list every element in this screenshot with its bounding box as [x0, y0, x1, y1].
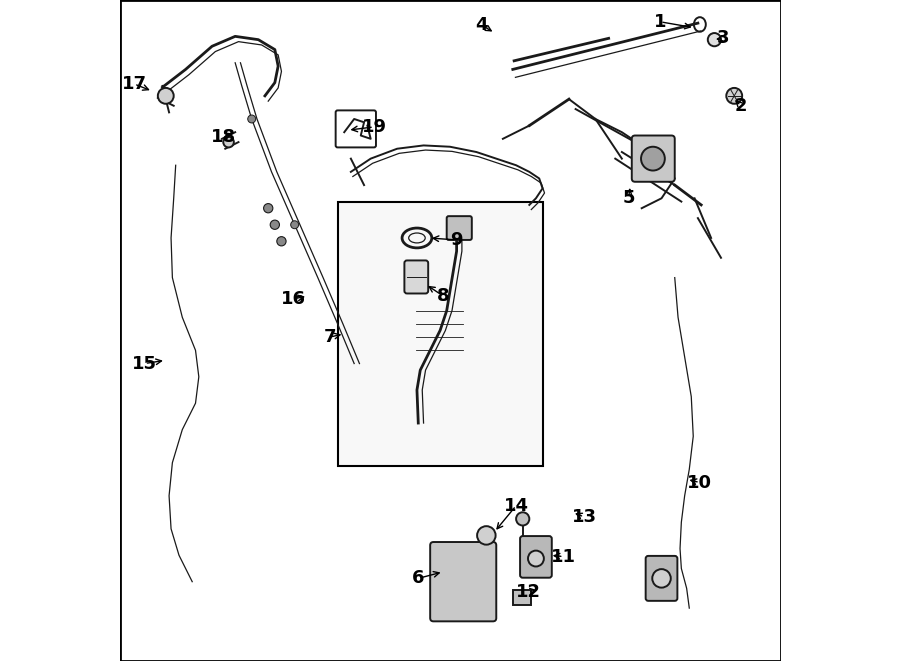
Circle shape — [528, 551, 544, 566]
Circle shape — [641, 147, 665, 171]
FancyBboxPatch shape — [520, 536, 552, 578]
Text: 4: 4 — [475, 16, 488, 34]
Circle shape — [477, 526, 496, 545]
Circle shape — [707, 33, 721, 46]
Text: 12: 12 — [516, 582, 541, 601]
Circle shape — [652, 569, 670, 588]
Circle shape — [248, 115, 256, 123]
Text: 17: 17 — [122, 75, 147, 93]
Circle shape — [223, 137, 234, 147]
Text: 2: 2 — [734, 97, 747, 115]
Text: 15: 15 — [132, 354, 157, 373]
Bar — [513, 590, 531, 605]
FancyBboxPatch shape — [446, 216, 472, 240]
Text: 13: 13 — [572, 508, 597, 526]
Circle shape — [270, 220, 280, 229]
Text: 8: 8 — [437, 287, 450, 305]
FancyBboxPatch shape — [404, 260, 428, 293]
Circle shape — [264, 204, 273, 213]
FancyBboxPatch shape — [430, 542, 496, 621]
Text: 14: 14 — [504, 496, 528, 515]
Text: 11: 11 — [551, 547, 576, 566]
Bar — [338, 202, 543, 466]
Text: 7: 7 — [323, 328, 336, 346]
Circle shape — [277, 237, 286, 246]
Text: 10: 10 — [688, 473, 713, 492]
Circle shape — [516, 512, 529, 525]
Text: 18: 18 — [211, 128, 236, 146]
Text: 19: 19 — [362, 118, 386, 136]
Text: 9: 9 — [450, 231, 463, 249]
Text: 6: 6 — [412, 569, 425, 588]
FancyBboxPatch shape — [632, 136, 675, 182]
Circle shape — [291, 221, 299, 229]
Text: 5: 5 — [622, 189, 634, 208]
Circle shape — [158, 88, 174, 104]
Text: 3: 3 — [716, 29, 729, 48]
Text: 16: 16 — [281, 290, 306, 308]
Text: 1: 1 — [654, 13, 666, 31]
Circle shape — [726, 88, 742, 104]
FancyBboxPatch shape — [645, 556, 678, 601]
